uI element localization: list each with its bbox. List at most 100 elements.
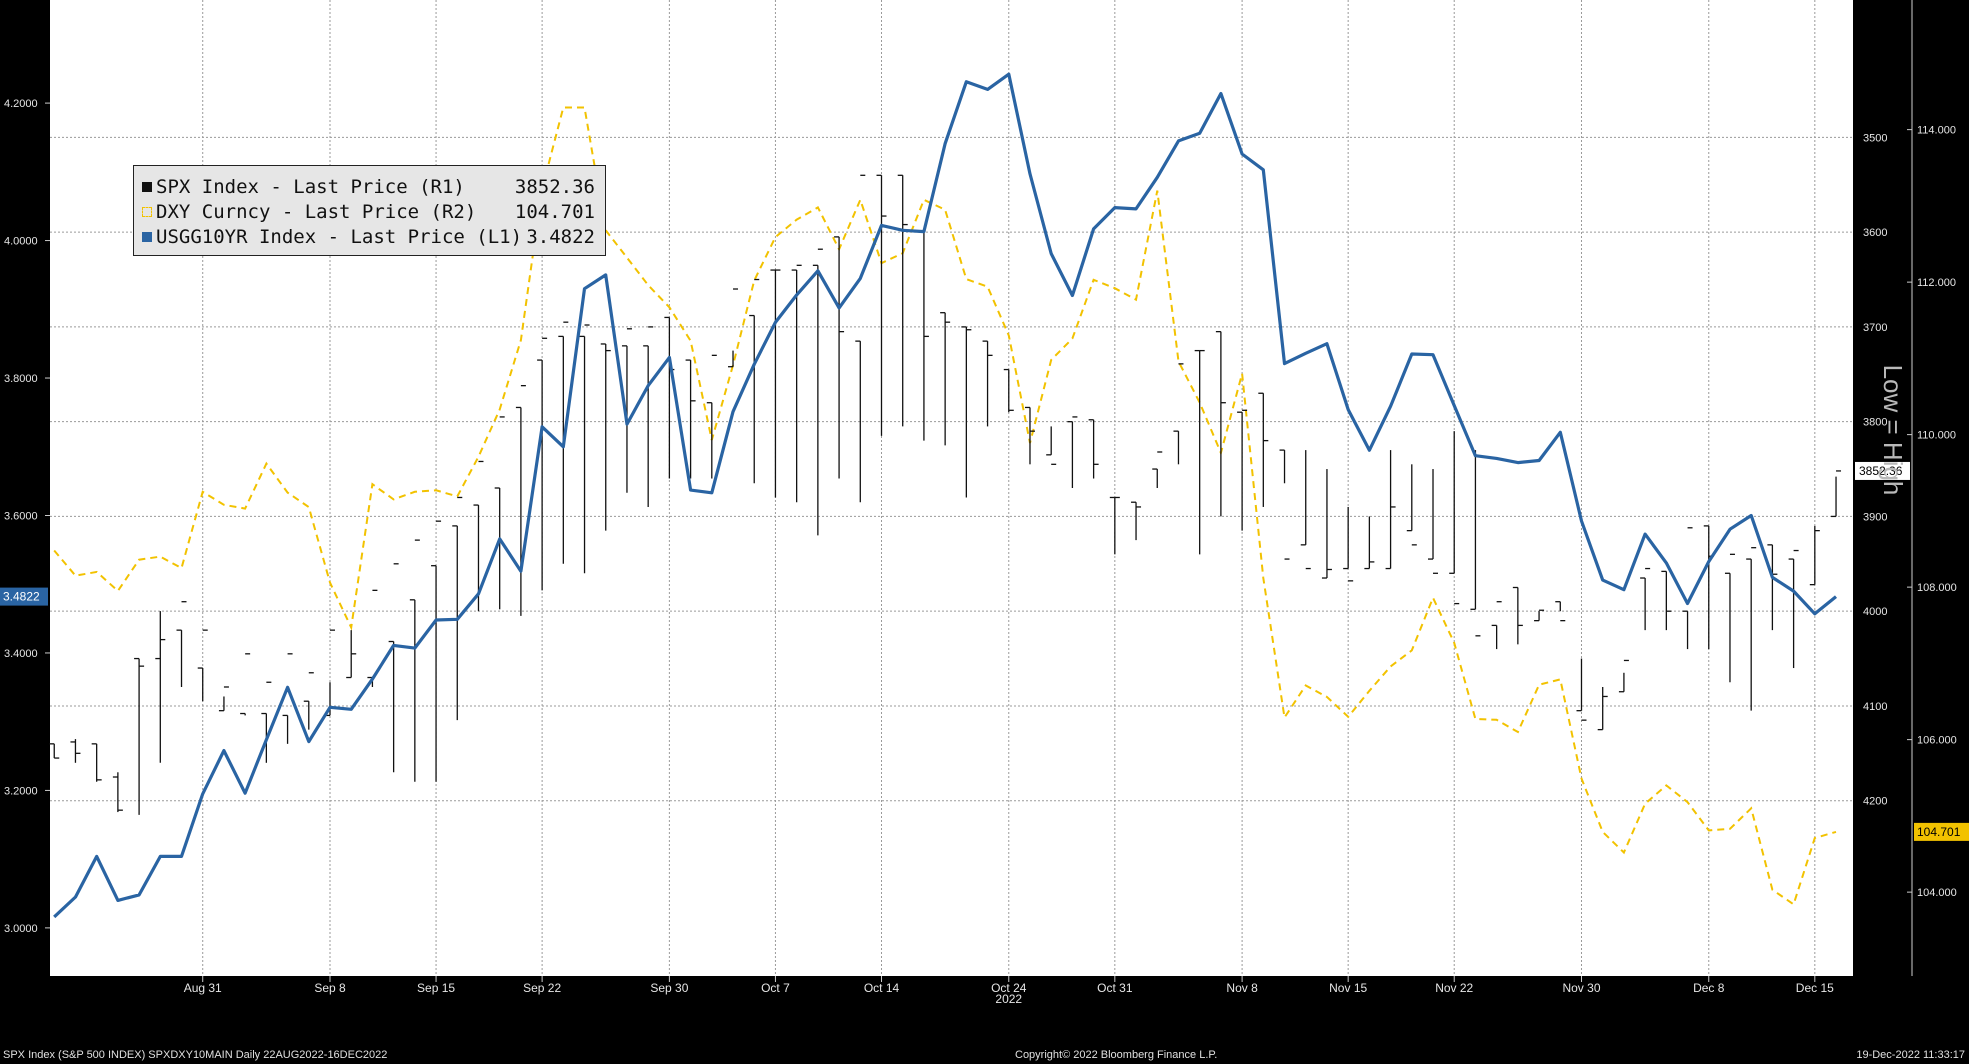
right2-badge-bg xyxy=(1914,822,1969,841)
spx-bar xyxy=(643,326,654,507)
spx-bar xyxy=(834,236,845,479)
spx-bar xyxy=(1831,470,1842,518)
spx-bar xyxy=(388,563,399,773)
x-tick-label: Nov 30 xyxy=(1562,981,1600,995)
spx-bar xyxy=(558,321,569,564)
left-badge-bg xyxy=(0,587,48,606)
spx-bar xyxy=(1194,349,1205,555)
spx-bar xyxy=(685,359,696,479)
left-tick-label: 3.2000 xyxy=(4,785,38,797)
spx-bar xyxy=(1470,450,1481,637)
spx-bar xyxy=(155,611,166,763)
right1-tick-label: 4100 xyxy=(1863,701,1887,713)
right1-label-text: 3852.36 xyxy=(1859,464,1903,478)
spx-bar xyxy=(49,743,60,759)
spx-bar xyxy=(1661,570,1672,631)
spx-bar xyxy=(770,269,781,498)
spx-bar xyxy=(1300,450,1311,570)
spx-bar xyxy=(537,337,548,591)
legend-label: USGG10YR Index - Last Price (L1) xyxy=(156,225,523,248)
x-tick-label: Oct 7 xyxy=(761,981,790,995)
spx-bar xyxy=(1003,368,1014,413)
spx-bar xyxy=(494,416,505,610)
spx-bar xyxy=(134,657,145,815)
left-tick-label: 3.0000 xyxy=(4,923,38,935)
left-tick-label: 3.8000 xyxy=(4,373,38,385)
spx-bar xyxy=(1258,392,1269,507)
legend-row-spx: SPX Index - Last Price (R1) 3852.36 xyxy=(142,174,595,199)
usgg10yr-series xyxy=(53,72,1838,919)
spx-bar xyxy=(961,326,972,498)
spx-bar xyxy=(1024,406,1035,465)
spx-bar xyxy=(1109,496,1120,555)
right2-tick-label: 108.000 xyxy=(1917,582,1957,594)
spx-bar xyxy=(1534,609,1545,622)
spx-bar xyxy=(452,496,463,721)
spx-bar xyxy=(346,630,357,679)
legend-value: 104.701 xyxy=(514,200,595,223)
spx-bar xyxy=(940,312,951,446)
x-tick-label: Sep 22 xyxy=(523,981,561,995)
spx-bar xyxy=(1343,506,1354,582)
spx-bar xyxy=(1088,419,1099,479)
right1-tick-label: 3500 xyxy=(1863,132,1887,144)
right2-tick-label: 112.000 xyxy=(1917,277,1956,289)
x-tick-label: Sep 30 xyxy=(650,981,688,995)
right2-tick-label: 114.000 xyxy=(1917,125,1956,137)
x-tick-label: Nov 22 xyxy=(1435,981,1473,995)
legend-label: SPX Index - Last Price (R1) xyxy=(156,175,465,198)
right2-tick-label: 104.000 xyxy=(1917,887,1957,899)
legend-row-usgg: USGG10YR Index - Last Price (L1) 3.4822 xyxy=(142,224,595,249)
left-tick-label: 3.6000 xyxy=(4,510,38,522)
spx-bar xyxy=(1364,516,1375,570)
spx-bar xyxy=(855,174,866,503)
spx-bar xyxy=(600,343,611,531)
spx-bar xyxy=(1321,469,1332,579)
right2-tick-label: 110.000 xyxy=(1917,430,1956,442)
x-tick-label: Nov 15 xyxy=(1329,981,1367,995)
spx-bar xyxy=(1491,601,1502,650)
right1-label-bg xyxy=(1855,461,1910,480)
spx-bar xyxy=(728,288,739,368)
spx-bar xyxy=(303,672,314,730)
spx-bar xyxy=(409,539,420,782)
spx-bar xyxy=(1576,658,1587,721)
right1-tick-label: 3800 xyxy=(1863,417,1887,429)
spx-bar xyxy=(240,653,251,716)
spx-bar xyxy=(1767,544,1778,631)
x-tick-label: Nov 8 xyxy=(1226,981,1258,995)
right2-badge-text: 104.701 xyxy=(1917,825,1961,839)
x-axis-label: 2022 xyxy=(995,992,1022,1006)
axes: Aug 31 Sep 8 Sep 15 Sep 22 Sep 30 Oct 7 Oct 14… xyxy=(0,0,1969,1006)
spx-bar xyxy=(70,739,81,763)
legend-value: 3.4822 xyxy=(526,225,595,248)
spx-bar xyxy=(1809,525,1820,586)
spx-bar xyxy=(1152,451,1163,488)
x-tick-label: Oct 31 xyxy=(1097,981,1133,995)
spx-bar xyxy=(982,340,993,427)
spx-bar xyxy=(897,174,908,427)
spx-bar xyxy=(1682,527,1693,650)
spx-bar xyxy=(1724,553,1735,683)
footer: SPX Index (S&P 500 INDEX) SPXDXY10MAIN D… xyxy=(0,1048,1969,1064)
x-tick-label: Sep 15 xyxy=(417,981,455,995)
spx-bar xyxy=(112,772,123,813)
legend-swatch-spx xyxy=(142,181,152,192)
left-tick-label: 3.4000 xyxy=(4,648,38,660)
footer-timestamp: 19-Dec-2022 11:33:17 xyxy=(1856,1049,1965,1061)
spx-bar xyxy=(1173,363,1184,465)
right1-tick-label: 3900 xyxy=(1863,511,1887,523)
legend: SPX Index - Last Price (R1) 3852.36 DXY … xyxy=(133,165,606,256)
legend-row-dxy: DXY Curncy - Last Price (R2) 104.701 xyxy=(142,199,595,224)
spx-bar xyxy=(1512,586,1523,645)
legend-value: 3852.36 xyxy=(514,175,595,198)
x-tick-label: Oct 24 xyxy=(991,981,1027,995)
spx-bar xyxy=(515,385,526,616)
left-tick-label: 4.2000 xyxy=(4,98,38,110)
legend-swatch-usgg xyxy=(142,231,152,242)
right1-tick-label: 3700 xyxy=(1863,322,1887,334)
footer-security-info: SPX Index (S&P 500 INDEX) SPXDXY10MAIN D… xyxy=(3,1049,388,1061)
spx-bar xyxy=(706,354,717,479)
spx-bar xyxy=(282,653,293,744)
